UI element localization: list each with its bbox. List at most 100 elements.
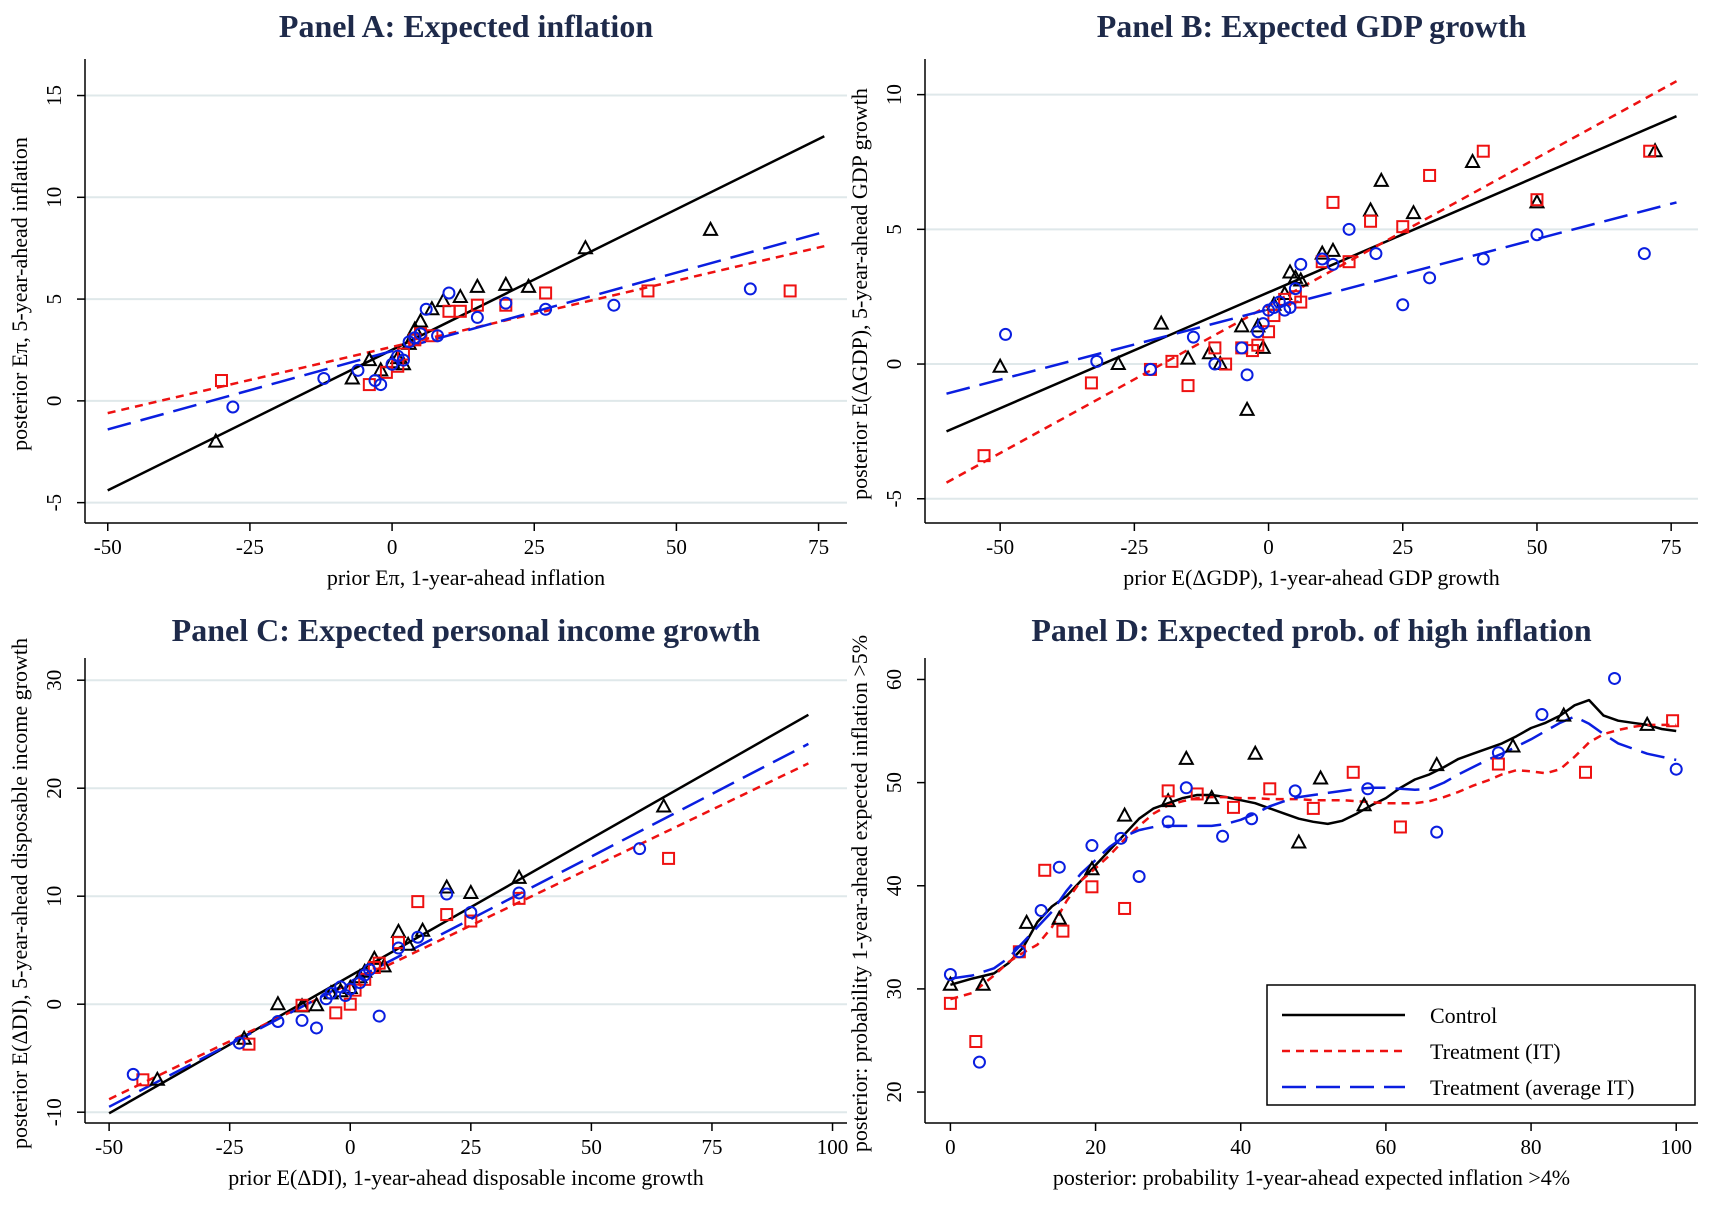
panel-title: Panel D: Expected prob. of high inflatio… xyxy=(1031,612,1592,648)
point-control xyxy=(1255,338,1272,354)
point-treatment-average-it xyxy=(999,327,1013,341)
x-tick-label: 75 xyxy=(701,1135,722,1159)
point-treatment-it xyxy=(1056,924,1070,938)
point-treatment-average-it xyxy=(351,363,365,377)
point-treatment-it xyxy=(214,374,228,388)
fit-line-control xyxy=(946,115,1677,433)
point-treatment-average-it xyxy=(309,1021,323,1035)
x-tick-label: 50 xyxy=(1526,535,1547,559)
point-treatment-average-it xyxy=(295,1013,309,1027)
point-control xyxy=(1528,193,1546,209)
x-tick-label: 40 xyxy=(1230,1135,1251,1159)
point-control xyxy=(1428,755,1445,772)
point-treatment-average-it xyxy=(464,905,478,919)
point-treatment-it xyxy=(1364,214,1378,228)
point-treatment-it xyxy=(1342,255,1356,269)
point-treatment-it xyxy=(662,851,676,865)
point-treatment-average-it xyxy=(607,298,621,312)
y-axis-label: posterior E(ΔGDP), 5-year-ahead GDP grow… xyxy=(847,88,872,500)
point-treatment-it xyxy=(242,1037,256,1051)
x-axis-label: prior Eπ, 1-year-ahead inflation xyxy=(327,565,605,590)
point-treatment-average-it xyxy=(1669,762,1683,776)
y-tick-label: 5 xyxy=(882,224,906,235)
x-tick-label: 60 xyxy=(1375,1135,1396,1159)
point-control xyxy=(974,975,992,991)
x-tick-label: 50 xyxy=(666,535,687,559)
point-control xyxy=(438,878,455,894)
x-tick-label: 75 xyxy=(808,535,829,559)
legend-label-control: Control xyxy=(1430,1003,1497,1028)
fit-line-treatment-average-it xyxy=(950,715,1677,980)
x-tick-label: -50 xyxy=(95,1135,123,1159)
point-control xyxy=(1314,244,1331,260)
point-control xyxy=(1555,706,1572,722)
point-treatment-average-it xyxy=(343,982,357,996)
x-tick-label: -50 xyxy=(986,535,1014,559)
x-tick-label: 100 xyxy=(1660,1135,1692,1159)
x-tick-label: 80 xyxy=(1521,1135,1542,1159)
x-tick-label: -25 xyxy=(216,1135,244,1159)
point-treatment-it xyxy=(1165,354,1179,368)
point-treatment-average-it xyxy=(363,963,377,977)
point-treatment-average-it xyxy=(414,327,428,341)
x-tick-label: 0 xyxy=(345,1135,356,1159)
point-control xyxy=(1249,317,1266,333)
y-tick-label: -10 xyxy=(42,1098,66,1126)
point-treatment-average-it xyxy=(1530,228,1544,242)
point-control xyxy=(1233,317,1250,333)
y-axis-label: posterior Eπ, 5-year-ahead inflation xyxy=(7,137,32,451)
x-tick-label: -25 xyxy=(1120,535,1148,559)
point-control xyxy=(412,312,429,328)
point-treatment-average-it xyxy=(1288,784,1302,798)
point-treatment-average-it xyxy=(1326,257,1340,271)
point-control xyxy=(149,1070,166,1086)
point-treatment-average-it xyxy=(1216,829,1230,843)
y-tick-label: 10 xyxy=(42,886,66,907)
point-treatment-average-it xyxy=(1294,257,1308,271)
point-control xyxy=(1201,344,1218,360)
y-tick-label: -5 xyxy=(882,490,906,508)
point-treatment-it xyxy=(396,347,410,361)
point-treatment-average-it xyxy=(1208,357,1222,371)
point-treatment-it xyxy=(1226,800,1240,814)
point-control xyxy=(269,995,287,1011)
x-tick-label: 100 xyxy=(817,1135,849,1159)
point-control xyxy=(1247,744,1264,760)
point-control xyxy=(1355,796,1373,812)
point-treatment-average-it xyxy=(411,930,425,944)
point-control xyxy=(1153,314,1170,330)
point-treatment-it xyxy=(1396,220,1410,234)
point-control xyxy=(1238,400,1256,416)
point-control xyxy=(452,287,469,304)
point-treatment-it xyxy=(1161,784,1175,798)
x-tick-label: 25 xyxy=(524,535,545,559)
point-treatment-it xyxy=(1578,765,1592,779)
point-control xyxy=(1504,737,1522,753)
point-treatment-it xyxy=(1190,787,1204,801)
x-tick-label: 25 xyxy=(1392,535,1413,559)
point-control xyxy=(423,300,441,316)
point-treatment-it xyxy=(969,1035,983,1049)
panel-title: Panel A: Expected inflation xyxy=(279,8,653,44)
point-treatment-average-it xyxy=(324,986,338,1000)
point-treatment-it xyxy=(329,1006,343,1020)
x-tick-label: -25 xyxy=(236,535,264,559)
point-treatment-average-it xyxy=(1179,781,1193,795)
point-treatment-average-it xyxy=(1256,317,1270,331)
point-treatment-it xyxy=(1263,782,1277,796)
point-treatment-average-it xyxy=(1114,831,1128,845)
point-treatment-it xyxy=(1294,295,1308,309)
point-treatment-average-it xyxy=(1235,341,1249,355)
point-control xyxy=(1362,201,1379,217)
point-treatment-it xyxy=(295,998,309,1012)
point-control xyxy=(207,432,224,448)
point-treatment-average-it xyxy=(1430,825,1444,839)
y-tick-label: 5 xyxy=(42,294,66,305)
point-treatment-average-it xyxy=(1085,839,1099,853)
point-treatment-average-it xyxy=(499,296,513,310)
point-control xyxy=(942,975,959,991)
legend-box xyxy=(1266,984,1696,1106)
fit-line-treatment-it xyxy=(107,244,825,415)
